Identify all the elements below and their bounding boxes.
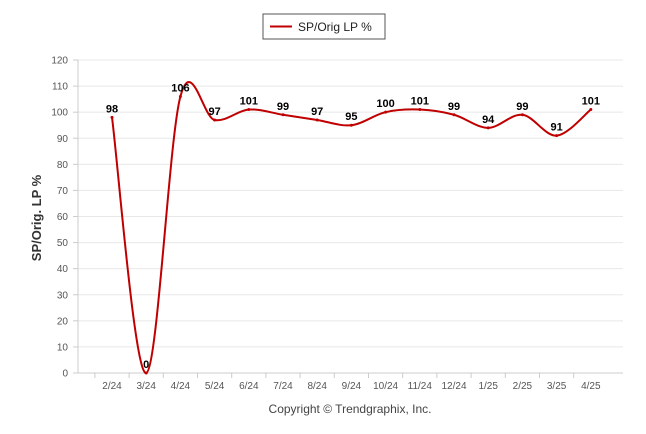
data-point — [418, 108, 422, 112]
data-point — [555, 134, 559, 138]
x-tick-label: 10/24 — [373, 381, 398, 392]
data-point — [589, 108, 593, 112]
data-point — [144, 371, 148, 375]
legend-label: SP/Orig LP % — [298, 20, 372, 34]
data-label: 97 — [208, 106, 220, 118]
data-label: 95 — [345, 111, 357, 123]
y-tick-label: 0 — [62, 369, 68, 380]
data-point — [315, 118, 319, 122]
x-tick-label: 5/24 — [205, 381, 225, 392]
x-tick-label: 2/24 — [102, 381, 122, 392]
copyright-text: Copyright © Trendgraphix, Inc. — [269, 402, 432, 416]
data-label: 99 — [516, 101, 528, 113]
data-label: 101 — [411, 96, 429, 108]
data-point — [110, 115, 114, 119]
y-tick-label: 20 — [57, 316, 69, 327]
y-tick-label: 50 — [57, 238, 69, 249]
legend: SP/Orig LP % — [262, 13, 386, 40]
data-point — [213, 118, 217, 122]
x-tick-label: 7/24 — [273, 381, 293, 392]
x-tick-label: 3/25 — [547, 381, 567, 392]
data-label: 106 — [171, 83, 189, 95]
x-tick-label: 4/25 — [581, 381, 601, 392]
y-tick-label: 100 — [51, 108, 68, 119]
data-point — [178, 95, 182, 99]
data-point — [452, 113, 456, 117]
data-labels: 98 0 106 97 101 99 97 95 100 101 99 94 99 91 101 — [106, 83, 600, 375]
x-tick-label: 1/25 — [478, 381, 498, 392]
x-tick-labels: 2/24 3/24 4/24 5/24 6/24 7/24 8/24 9/24 10/24 11/… — [102, 381, 601, 392]
data-label: 100 — [376, 98, 394, 110]
data-point — [520, 113, 524, 117]
y-tick-label: 70 — [57, 186, 69, 197]
x-tick-label: 9/24 — [342, 381, 362, 392]
y-tick-label: 30 — [57, 290, 69, 301]
y-axis-title: SP/Orig. LP % — [29, 174, 44, 261]
data-label: 99 — [277, 101, 289, 113]
grid — [78, 59, 623, 348]
x-tick-label: 8/24 — [307, 381, 327, 392]
data-label: 91 — [550, 122, 562, 134]
x-tick-label: 4/24 — [171, 381, 191, 392]
x-tick-label: 11/24 — [408, 381, 433, 392]
x-tick-label: 6/24 — [239, 381, 259, 392]
x-tick-label: 2/25 — [513, 381, 533, 392]
data-label: 101 — [240, 96, 258, 108]
x-tick-label: 3/24 — [136, 381, 156, 392]
y-tick-label: 120 — [51, 56, 68, 67]
data-label: 0 — [143, 359, 149, 371]
data-label: 98 — [106, 103, 118, 115]
data-point — [281, 113, 285, 117]
data-point — [247, 108, 251, 112]
data-point — [349, 123, 353, 127]
data-point — [384, 110, 388, 114]
data-label: 99 — [448, 101, 460, 113]
axes — [73, 59, 623, 378]
y-tick-label: 10 — [57, 342, 69, 353]
data-label: 94 — [482, 114, 495, 126]
y-tick-label: 110 — [52, 82, 68, 93]
x-tick-label: 12/24 — [441, 381, 466, 392]
data-label: 101 — [582, 96, 600, 108]
y-tick-label: 60 — [57, 212, 69, 223]
y-tick-label: 80 — [57, 160, 69, 171]
y-tick-labels: 0 10 20 30 40 50 60 70 80 90 100 110 120 — [51, 56, 68, 380]
y-tick-label: 90 — [57, 134, 69, 145]
data-point — [486, 126, 490, 130]
data-label: 97 — [311, 106, 323, 118]
y-tick-label: 40 — [57, 264, 69, 275]
